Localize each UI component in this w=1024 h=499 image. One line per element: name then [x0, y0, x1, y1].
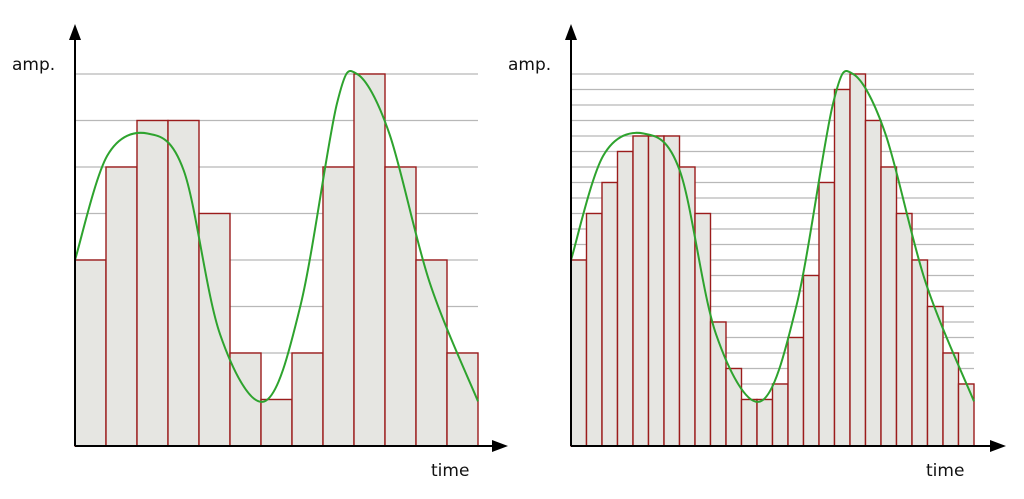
sample-bar	[756, 398, 774, 447]
sample-bar	[105, 166, 138, 447]
sample-bar	[942, 352, 960, 447]
sample-bar	[74, 259, 107, 447]
y-axis-label: amp.	[508, 55, 551, 75]
sample-bar	[632, 135, 650, 447]
sample-bar	[864, 119, 882, 447]
sample-bar	[787, 336, 805, 447]
sample-bar	[198, 212, 231, 447]
x-axis-label: time	[431, 461, 469, 481]
sample-bar	[616, 150, 634, 447]
x-axis-arrow	[990, 440, 1006, 452]
y-axis-arrow	[69, 24, 81, 40]
sample-bar	[818, 181, 836, 447]
sample-bar	[570, 259, 588, 447]
sample-bar	[725, 367, 743, 447]
sample-bar	[880, 166, 898, 447]
sample-bar	[601, 181, 619, 447]
x-axis-arrow	[492, 440, 508, 452]
sample-bar	[322, 166, 355, 447]
sample-bar	[647, 135, 665, 447]
sample-bar	[957, 383, 975, 447]
sample-bar	[926, 305, 944, 447]
y-axis-label: amp.	[12, 55, 55, 75]
sample-bar	[771, 383, 789, 447]
sample-bar	[663, 135, 681, 447]
sample-bar	[260, 398, 293, 447]
sample-bar	[291, 352, 324, 447]
sample-bar	[833, 88, 851, 447]
sample-bar	[678, 166, 696, 447]
sample-bar	[585, 212, 603, 447]
sample-bar	[353, 73, 386, 447]
sample-bar	[384, 166, 417, 447]
sample-bar	[802, 274, 820, 447]
panel-high-resolution: amp. time	[508, 24, 1006, 481]
sample-bar	[849, 73, 867, 447]
sample-bars	[74, 73, 479, 447]
signal-curve	[570, 70, 975, 403]
signal-curve	[74, 70, 479, 403]
sample-bar	[911, 259, 929, 447]
panel-low-resolution: amp. time	[12, 24, 508, 481]
sample-bar	[136, 119, 169, 447]
x-axis-label: time	[926, 461, 964, 481]
sample-bar	[895, 212, 913, 447]
sample-bar	[740, 398, 758, 447]
y-axis-arrow	[565, 24, 577, 40]
